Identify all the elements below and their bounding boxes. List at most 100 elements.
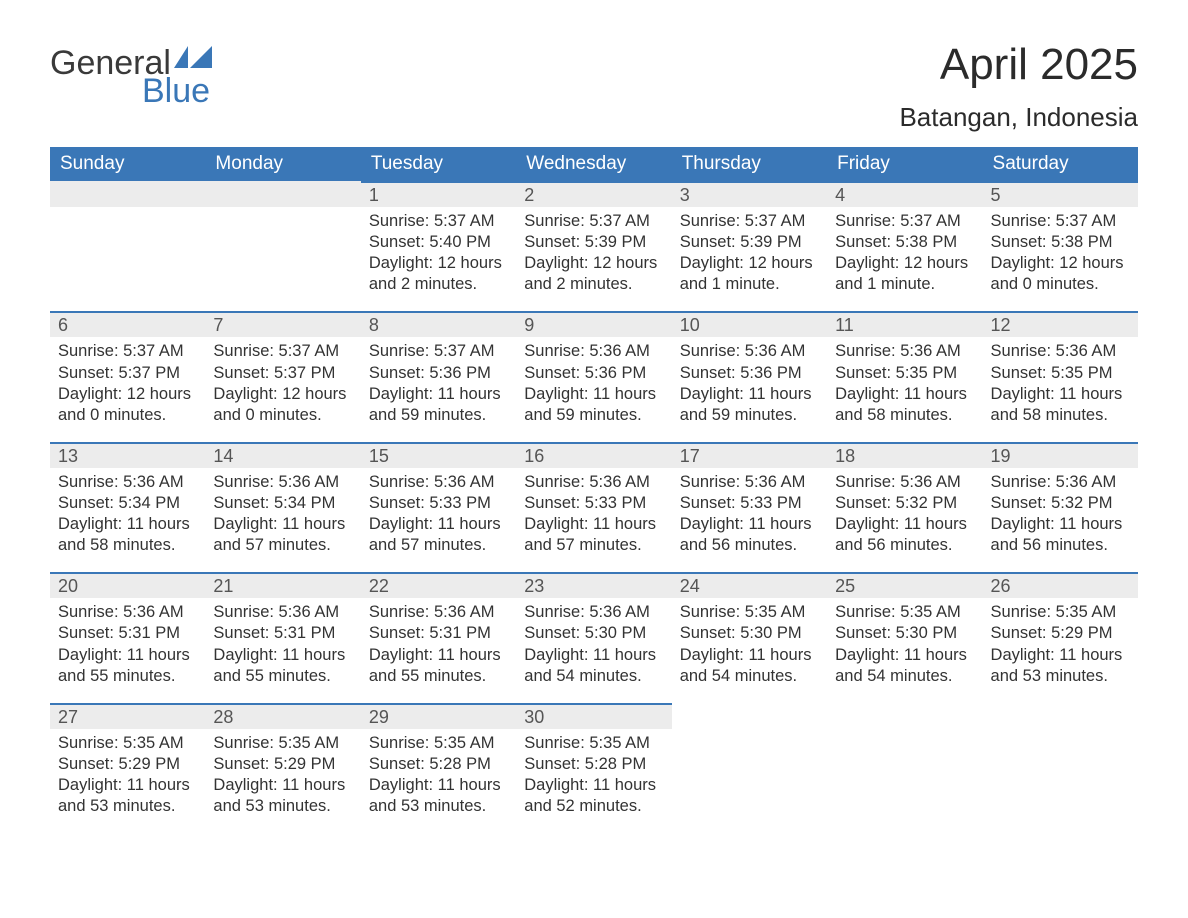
sunset-text: Sunset: 5:39 PM <box>680 232 819 253</box>
day-number: 2 <box>516 181 671 207</box>
day-cell: 24Sunrise: 5:35 AMSunset: 5:30 PMDayligh… <box>672 572 827 702</box>
daylight-text: Daylight: 11 hours and 58 minutes. <box>991 384 1130 426</box>
sunrise-text: Sunrise: 5:35 AM <box>835 602 974 623</box>
day-cell: 19Sunrise: 5:36 AMSunset: 5:32 PMDayligh… <box>983 442 1138 572</box>
day-body: Sunrise: 5:35 AMSunset: 5:28 PMDaylight:… <box>516 729 671 833</box>
day-cell: 23Sunrise: 5:36 AMSunset: 5:30 PMDayligh… <box>516 572 671 702</box>
day-cell <box>205 181 360 311</box>
daylight-text: Daylight: 11 hours and 59 minutes. <box>369 384 508 426</box>
sunrise-text: Sunrise: 5:35 AM <box>680 602 819 623</box>
logo-text-bottom: Blue <box>142 74 212 108</box>
day-number <box>50 181 205 207</box>
day-number: 28 <box>205 703 360 729</box>
daylight-text: Daylight: 12 hours and 0 minutes. <box>58 384 197 426</box>
sunrise-text: Sunrise: 5:35 AM <box>213 733 352 754</box>
sunset-text: Sunset: 5:33 PM <box>369 493 508 514</box>
day-body: Sunrise: 5:35 AMSunset: 5:30 PMDaylight:… <box>827 598 982 702</box>
day-cell: 5Sunrise: 5:37 AMSunset: 5:38 PMDaylight… <box>983 181 1138 311</box>
day-number: 11 <box>827 311 982 337</box>
day-number: 1 <box>361 181 516 207</box>
sunset-text: Sunset: 5:35 PM <box>835 363 974 384</box>
day-body: Sunrise: 5:36 AMSunset: 5:32 PMDaylight:… <box>983 468 1138 572</box>
sunset-text: Sunset: 5:35 PM <box>991 363 1130 384</box>
sunrise-text: Sunrise: 5:37 AM <box>524 211 663 232</box>
day-cell: 21Sunrise: 5:36 AMSunset: 5:31 PMDayligh… <box>205 572 360 702</box>
day-cell: 26Sunrise: 5:35 AMSunset: 5:29 PMDayligh… <box>983 572 1138 702</box>
sunrise-text: Sunrise: 5:36 AM <box>524 602 663 623</box>
day-body: Sunrise: 5:36 AMSunset: 5:35 PMDaylight:… <box>983 337 1138 441</box>
sunset-text: Sunset: 5:36 PM <box>524 363 663 384</box>
sunset-text: Sunset: 5:31 PM <box>369 623 508 644</box>
location-label: Batangan, Indonesia <box>899 102 1138 133</box>
sunrise-text: Sunrise: 5:36 AM <box>524 341 663 362</box>
day-cell: 6Sunrise: 5:37 AMSunset: 5:37 PMDaylight… <box>50 311 205 441</box>
weekday-header: Monday <box>205 147 360 181</box>
day-body: Sunrise: 5:36 AMSunset: 5:32 PMDaylight:… <box>827 468 982 572</box>
day-cell <box>827 703 982 833</box>
sunset-text: Sunset: 5:36 PM <box>680 363 819 384</box>
sunset-text: Sunset: 5:28 PM <box>369 754 508 775</box>
day-body: Sunrise: 5:35 AMSunset: 5:29 PMDaylight:… <box>983 598 1138 702</box>
day-cell: 15Sunrise: 5:36 AMSunset: 5:33 PMDayligh… <box>361 442 516 572</box>
day-number: 16 <box>516 442 671 468</box>
sunrise-text: Sunrise: 5:37 AM <box>213 341 352 362</box>
day-cell: 25Sunrise: 5:35 AMSunset: 5:30 PMDayligh… <box>827 572 982 702</box>
sunset-text: Sunset: 5:28 PM <box>524 754 663 775</box>
sunrise-text: Sunrise: 5:36 AM <box>991 472 1130 493</box>
day-number: 26 <box>983 572 1138 598</box>
day-body: Sunrise: 5:37 AMSunset: 5:36 PMDaylight:… <box>361 337 516 441</box>
sunrise-text: Sunrise: 5:36 AM <box>58 602 197 623</box>
day-number: 9 <box>516 311 671 337</box>
day-body <box>983 729 1138 829</box>
day-number: 8 <box>361 311 516 337</box>
day-cell <box>50 181 205 311</box>
day-body: Sunrise: 5:36 AMSunset: 5:31 PMDaylight:… <box>205 598 360 702</box>
sunrise-text: Sunrise: 5:35 AM <box>58 733 197 754</box>
day-number: 12 <box>983 311 1138 337</box>
day-body: Sunrise: 5:36 AMSunset: 5:31 PMDaylight:… <box>50 598 205 702</box>
logo: General Blue <box>50 40 212 108</box>
day-body: Sunrise: 5:36 AMSunset: 5:33 PMDaylight:… <box>361 468 516 572</box>
daylight-text: Daylight: 11 hours and 54 minutes. <box>680 645 819 687</box>
day-number: 10 <box>672 311 827 337</box>
day-cell: 3Sunrise: 5:37 AMSunset: 5:39 PMDaylight… <box>672 181 827 311</box>
day-number: 4 <box>827 181 982 207</box>
sunset-text: Sunset: 5:40 PM <box>369 232 508 253</box>
sunset-text: Sunset: 5:30 PM <box>680 623 819 644</box>
sunrise-text: Sunrise: 5:36 AM <box>680 472 819 493</box>
sunset-text: Sunset: 5:29 PM <box>213 754 352 775</box>
day-cell: 17Sunrise: 5:36 AMSunset: 5:33 PMDayligh… <box>672 442 827 572</box>
sunset-text: Sunset: 5:34 PM <box>58 493 197 514</box>
day-cell <box>983 703 1138 833</box>
day-number: 18 <box>827 442 982 468</box>
day-body: Sunrise: 5:35 AMSunset: 5:29 PMDaylight:… <box>205 729 360 833</box>
sunrise-text: Sunrise: 5:36 AM <box>369 472 508 493</box>
sunrise-text: Sunrise: 5:35 AM <box>369 733 508 754</box>
daylight-text: Daylight: 12 hours and 2 minutes. <box>369 253 508 295</box>
day-cell: 29Sunrise: 5:35 AMSunset: 5:28 PMDayligh… <box>361 703 516 833</box>
sunset-text: Sunset: 5:36 PM <box>369 363 508 384</box>
sunset-text: Sunset: 5:32 PM <box>991 493 1130 514</box>
sunrise-text: Sunrise: 5:36 AM <box>213 602 352 623</box>
calendar: Sunday Monday Tuesday Wednesday Thursday… <box>50 147 1138 833</box>
day-body: Sunrise: 5:37 AMSunset: 5:38 PMDaylight:… <box>827 207 982 311</box>
daylight-text: Daylight: 11 hours and 57 minutes. <box>369 514 508 556</box>
sunrise-text: Sunrise: 5:37 AM <box>991 211 1130 232</box>
day-body: Sunrise: 5:37 AMSunset: 5:38 PMDaylight:… <box>983 207 1138 311</box>
daylight-text: Daylight: 11 hours and 55 minutes. <box>213 645 352 687</box>
day-cell: 14Sunrise: 5:36 AMSunset: 5:34 PMDayligh… <box>205 442 360 572</box>
weekday-header: Friday <box>827 147 982 181</box>
sunset-text: Sunset: 5:39 PM <box>524 232 663 253</box>
week-row: 20Sunrise: 5:36 AMSunset: 5:31 PMDayligh… <box>50 572 1138 702</box>
daylight-text: Daylight: 11 hours and 53 minutes. <box>58 775 197 817</box>
sunrise-text: Sunrise: 5:36 AM <box>835 341 974 362</box>
daylight-text: Daylight: 11 hours and 57 minutes. <box>213 514 352 556</box>
sunrise-text: Sunrise: 5:36 AM <box>680 341 819 362</box>
day-cell: 7Sunrise: 5:37 AMSunset: 5:37 PMDaylight… <box>205 311 360 441</box>
day-cell: 20Sunrise: 5:36 AMSunset: 5:31 PMDayligh… <box>50 572 205 702</box>
weekday-header: Wednesday <box>516 147 671 181</box>
daylight-text: Daylight: 11 hours and 55 minutes. <box>58 645 197 687</box>
day-cell: 10Sunrise: 5:36 AMSunset: 5:36 PMDayligh… <box>672 311 827 441</box>
weekday-header: Saturday <box>983 147 1138 181</box>
day-body: Sunrise: 5:35 AMSunset: 5:30 PMDaylight:… <box>672 598 827 702</box>
